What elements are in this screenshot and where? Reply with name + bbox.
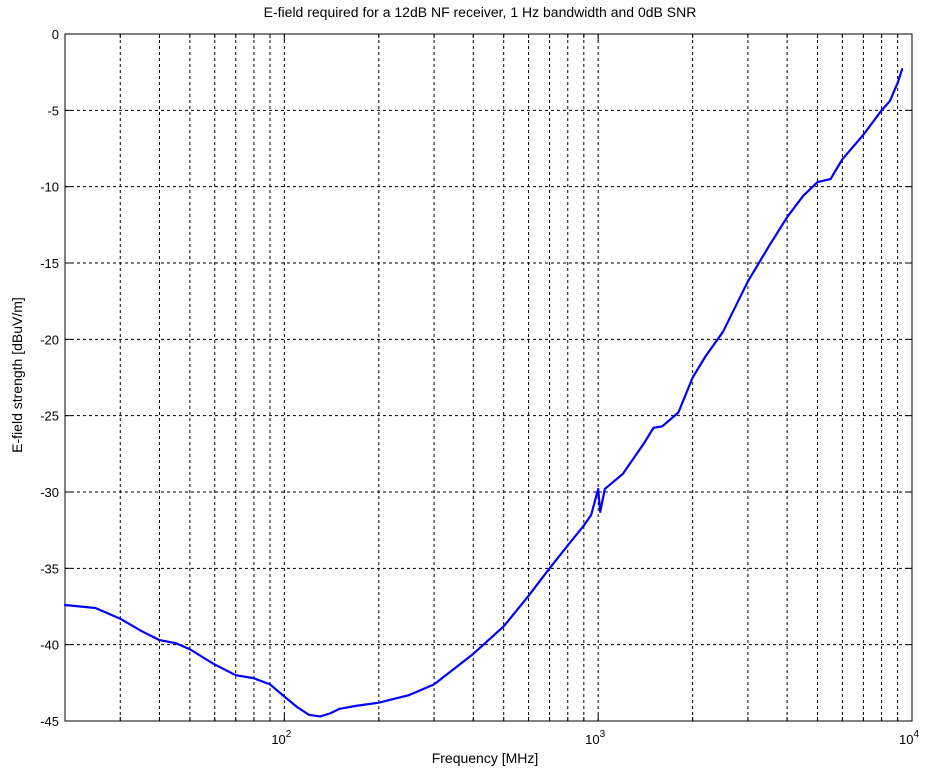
plot-frame [64,33,913,722]
y-tick-label: -45 [40,714,59,729]
y-tick-label: -25 [40,409,59,424]
x-tick-label-base: 10 [585,732,599,747]
y-tick-label: -35 [40,561,59,576]
x-tick-label-exponent: 3 [600,729,606,740]
x-tick-label: 103 [585,729,605,747]
y-tick-label: -10 [40,180,59,195]
x-tick-label: 102 [271,729,291,747]
grid [65,34,912,721]
x-axis-label: Frequency [MHz] [432,750,539,766]
y-tick-label: -30 [40,485,59,500]
series-layer [63,68,904,718]
x-tick-label-exponent: 4 [913,729,919,740]
x-tick-label: 104 [899,729,919,747]
y-tick-label: -40 [40,638,59,653]
x-tick-label-base: 10 [271,732,285,747]
y-tick-label: -5 [47,103,59,118]
x-tick-label-base: 10 [899,732,913,747]
y-tick-label: 0 [52,27,59,42]
y-axis-label: E-field strength [dBuV/m] [9,297,25,453]
series-line-0 [63,68,904,718]
x-tick-label-exponent: 2 [286,729,292,740]
y-tick-label: -15 [40,256,59,271]
y-tick-label: -20 [40,332,59,347]
chart-title: E-field required for a 12dB NF receiver,… [264,4,697,20]
